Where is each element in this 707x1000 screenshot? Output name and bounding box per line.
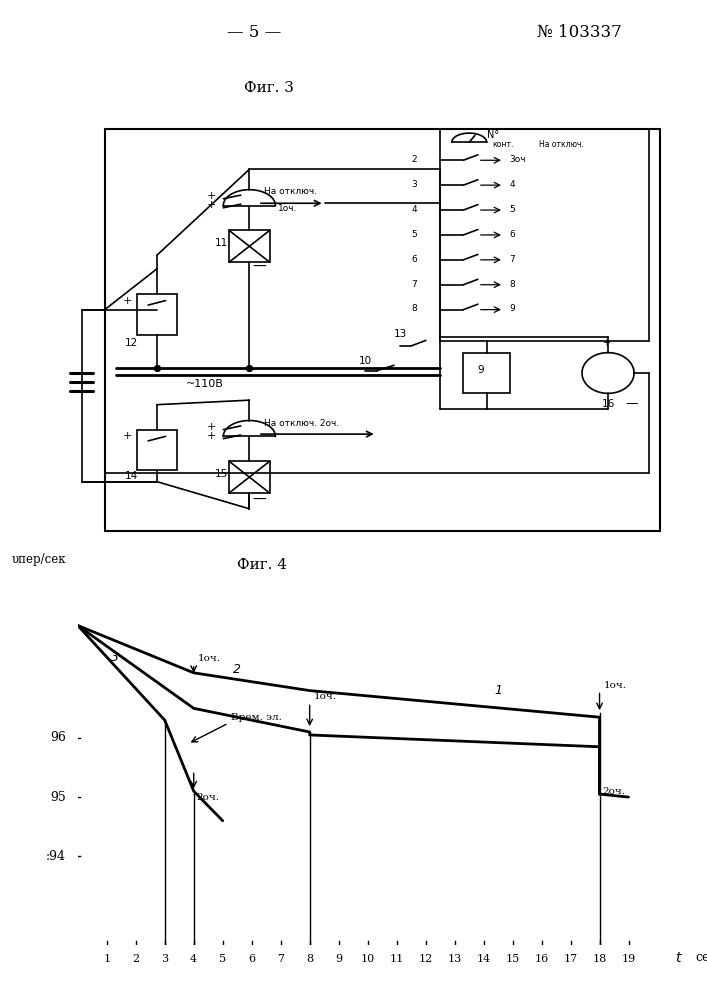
Text: 10: 10 — [361, 954, 375, 964]
Text: 14: 14 — [125, 471, 139, 481]
Text: 7: 7 — [277, 954, 284, 964]
Text: —: — — [252, 260, 266, 274]
Text: сек: сек — [695, 951, 707, 964]
Text: 13: 13 — [394, 329, 407, 339]
Text: конт.: конт. — [492, 140, 514, 149]
Text: 9: 9 — [510, 304, 515, 313]
Text: 4: 4 — [510, 180, 515, 189]
Text: 5: 5 — [411, 230, 417, 239]
Text: 2оч.: 2оч. — [197, 793, 220, 802]
Text: 2: 2 — [411, 155, 417, 164]
Text: На отключ. 2оч.: На отключ. 2оч. — [264, 419, 339, 428]
Bar — [229, 230, 269, 262]
Text: 1: 1 — [103, 954, 110, 964]
Text: 5: 5 — [219, 954, 226, 964]
Text: 3: 3 — [161, 954, 168, 964]
Text: 14: 14 — [477, 954, 491, 964]
Text: Фиг. 3: Фиг. 3 — [244, 81, 293, 95]
Text: N°: N° — [486, 130, 498, 140]
Text: 3оч: 3оч — [510, 155, 526, 164]
Text: 7: 7 — [411, 280, 417, 289]
Text: № 103337: № 103337 — [537, 24, 622, 41]
Text: 95: 95 — [50, 791, 66, 804]
Text: υпер/сек: υпер/сек — [12, 553, 66, 566]
Text: 3: 3 — [112, 651, 119, 664]
Text: 15: 15 — [215, 469, 228, 479]
Text: 6: 6 — [248, 954, 255, 964]
Text: 1оч.: 1оч. — [279, 204, 298, 213]
Text: 12: 12 — [419, 954, 433, 964]
Text: 19: 19 — [621, 954, 636, 964]
Text: На отключ.: На отключ. — [264, 187, 317, 196]
Text: —: — — [626, 397, 638, 410]
Text: 11: 11 — [215, 238, 228, 248]
Text: 2: 2 — [132, 954, 139, 964]
Text: На отключ.: На отключ. — [539, 140, 583, 149]
Text: 2оч.: 2оч. — [602, 787, 626, 796]
Text: 96: 96 — [50, 731, 66, 744]
Text: 4: 4 — [411, 205, 417, 214]
Text: 16: 16 — [602, 399, 616, 409]
Text: 11: 11 — [390, 954, 404, 964]
Bar — [229, 461, 269, 493]
Text: +: + — [207, 431, 216, 441]
Text: 2: 2 — [233, 663, 241, 676]
Text: +: + — [123, 431, 133, 441]
Text: 1оч.: 1оч. — [604, 681, 627, 690]
Text: —: — — [252, 493, 266, 507]
Text: Врем. эл.: Врем. эл. — [231, 713, 282, 722]
Text: +: + — [207, 200, 216, 210]
Text: +: + — [602, 338, 610, 348]
Bar — [136, 294, 177, 335]
Text: 10: 10 — [359, 356, 373, 366]
Bar — [136, 430, 177, 470]
Text: +: + — [207, 191, 216, 201]
Text: 9: 9 — [335, 954, 342, 964]
Text: 8: 8 — [306, 954, 313, 964]
Text: 6: 6 — [510, 230, 515, 239]
Text: :94: :94 — [46, 850, 66, 863]
Text: 8: 8 — [510, 280, 515, 289]
Text: 6: 6 — [411, 255, 417, 264]
Text: — 5 —: — 5 — — [228, 24, 281, 41]
Text: 3: 3 — [411, 180, 417, 189]
Text: 7: 7 — [510, 255, 515, 264]
Text: 18: 18 — [592, 954, 607, 964]
Text: 5: 5 — [510, 205, 515, 214]
Text: 17: 17 — [563, 954, 578, 964]
Text: t: t — [675, 951, 680, 965]
Text: ~110B: ~110B — [186, 379, 223, 389]
Bar — [463, 353, 510, 393]
Text: 1: 1 — [494, 684, 502, 697]
Text: 12: 12 — [125, 338, 139, 348]
Text: Фиг. 4: Фиг. 4 — [237, 558, 286, 572]
Text: 16: 16 — [534, 954, 549, 964]
Text: 13: 13 — [448, 954, 462, 964]
Text: 4: 4 — [190, 954, 197, 964]
Text: 8: 8 — [411, 304, 417, 313]
Text: 15: 15 — [506, 954, 520, 964]
Text: 1оч.: 1оч. — [314, 692, 337, 701]
Text: +: + — [123, 296, 133, 306]
Text: 1оч.: 1оч. — [198, 654, 221, 663]
Text: 9: 9 — [477, 365, 484, 375]
Text: +: + — [207, 422, 216, 432]
